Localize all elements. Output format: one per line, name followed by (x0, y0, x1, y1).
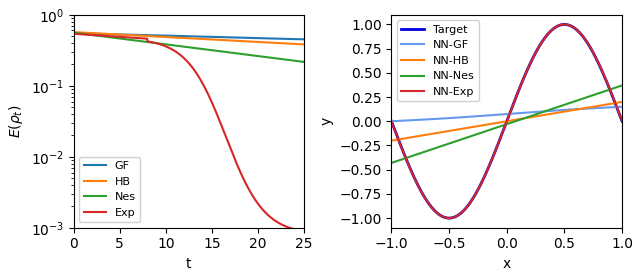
NN-GF (525, 111, 532, 114)
NN-Exp (388, 120, 396, 123)
Nes (81, 33, 89, 36)
NN-HB (618, 100, 626, 104)
Target (577, 33, 585, 36)
Target (561, 23, 568, 26)
NN-Nes (525, 115, 532, 118)
Nes (294, 59, 301, 63)
Line: NN-Exp: NN-Exp (392, 24, 622, 218)
HB (81, 31, 89, 34)
GF (176, 34, 184, 38)
HB (70, 30, 77, 34)
NN-Exp (445, 217, 453, 220)
Target (618, 120, 626, 123)
X-axis label: x: x (502, 257, 511, 271)
Target (445, 217, 453, 220)
Y-axis label: y: y (320, 117, 334, 125)
Line: HB: HB (74, 32, 304, 44)
NN-Exp (561, 23, 568, 26)
Target (614, 107, 621, 111)
Line: NN-HB: NN-HB (392, 102, 622, 141)
NN-GF (618, 105, 626, 108)
NN-Exp (499, 130, 507, 133)
GF (252, 36, 259, 40)
NN-HB (577, 107, 584, 111)
HB (252, 40, 259, 43)
NN-Exp (498, 133, 506, 137)
Y-axis label: $E(\rho_t)$: $E(\rho_t)$ (7, 105, 25, 138)
NN-GF (497, 113, 505, 116)
NN-HB (513, 118, 520, 121)
NN-GF (577, 107, 584, 111)
NN-Nes (612, 86, 620, 89)
Nes (182, 45, 189, 49)
NN-HB (388, 139, 396, 142)
Line: Target: Target (392, 24, 622, 218)
Exp (70, 32, 77, 35)
HB (294, 42, 301, 46)
Nes (300, 60, 308, 64)
NN-Exp (614, 107, 621, 110)
Target (499, 130, 507, 133)
GF (300, 38, 308, 41)
Exp (294, 228, 301, 232)
Line: NN-GF: NN-GF (392, 107, 622, 121)
Target (388, 120, 396, 123)
NN-Nes (499, 124, 506, 127)
Exp (81, 33, 89, 36)
Exp (300, 230, 308, 233)
Nes (70, 31, 77, 34)
Exp (294, 229, 301, 232)
Line: GF: GF (74, 33, 304, 39)
HB (182, 36, 189, 40)
Legend: GF, HB, Nes, Exp: GF, HB, Nes, Exp (79, 157, 140, 222)
GF (294, 38, 301, 41)
Nes (176, 44, 184, 48)
NN-Exp (525, 64, 533, 68)
NN-Nes (388, 161, 396, 165)
NN-Exp (577, 33, 585, 36)
HB (176, 36, 184, 39)
NN-Exp (618, 119, 626, 122)
Line: NN-Nes: NN-Nes (392, 85, 622, 163)
NN-Nes (577, 98, 584, 101)
Exp (176, 53, 184, 56)
Legend: Target, NN-GF, NN-HB, NN-Nes, NN-Exp: Target, NN-GF, NN-HB, NN-Nes, NN-Exp (397, 20, 479, 101)
NN-HB (497, 121, 505, 124)
GF (81, 32, 89, 35)
Target (513, 94, 520, 97)
Target (525, 64, 533, 67)
Exp (182, 58, 189, 61)
NN-HB (612, 101, 620, 105)
Line: Exp: Exp (74, 34, 304, 231)
NN-HB (525, 116, 532, 119)
NN-Nes (497, 125, 505, 128)
GF (294, 38, 301, 41)
HB (300, 43, 308, 46)
NN-GF (388, 120, 396, 123)
NN-GF (513, 111, 520, 115)
NN-Nes (513, 119, 520, 123)
HB (294, 42, 301, 46)
NN-Nes (618, 84, 626, 87)
GF (182, 34, 189, 38)
NN-Exp (513, 94, 520, 97)
NN-GF (499, 113, 506, 116)
Nes (252, 54, 259, 57)
GF (70, 31, 77, 35)
Nes (294, 59, 301, 63)
Target (498, 133, 506, 137)
X-axis label: t: t (186, 257, 191, 271)
Exp (252, 198, 259, 201)
Line: Nes: Nes (74, 33, 304, 62)
NN-GF (612, 105, 620, 109)
NN-HB (499, 120, 506, 124)
